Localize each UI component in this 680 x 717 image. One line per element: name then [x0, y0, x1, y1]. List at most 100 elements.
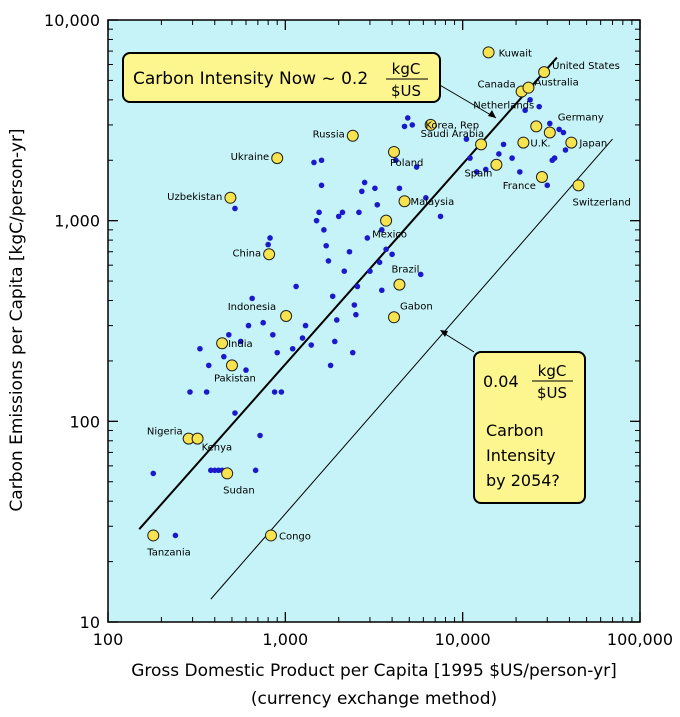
country-dot: [323, 242, 329, 249]
country-dot: [417, 271, 424, 278]
annotation-2054-line-2: Intensity: [486, 446, 556, 465]
country-dot: [249, 295, 255, 302]
country-dot: [527, 97, 533, 103]
country-dot: [329, 293, 336, 300]
country-dot: [289, 345, 296, 352]
country-dot: [351, 302, 358, 308]
country-label-tanzania: Tanzania: [146, 547, 191, 558]
y-tick-label: 10,000: [44, 11, 100, 30]
country-point-saudi-arabia: [424, 118, 437, 131]
y-axis-title: Carbon Emissions per Capita [kgC/person-…: [7, 128, 27, 511]
country-dot: [293, 283, 299, 290]
country-point-poland: [388, 145, 401, 158]
country-dot: [335, 213, 342, 220]
country-dot: [353, 311, 359, 318]
country-dot: [374, 201, 381, 208]
country-dot: [278, 389, 285, 395]
country-dot: [299, 335, 306, 341]
country-label-sudan: Sudan: [223, 485, 255, 496]
country-dot: [271, 389, 278, 395]
annotation-2054-frac-num: kgC: [538, 362, 567, 380]
country-point-ukraine: [271, 152, 284, 165]
country-dot: [274, 349, 281, 356]
country-point-sudan: [221, 467, 234, 480]
country-label-germany: Germany: [558, 113, 604, 124]
x-axis-title: Gross Domestic Product per Capita [1995 …: [131, 661, 617, 681]
country-label-australia: Australia: [534, 78, 578, 89]
country-dot: [221, 353, 227, 360]
country-point-united-states: [538, 66, 551, 79]
country-dot: [389, 251, 395, 258]
country-point-russia: [346, 129, 359, 142]
country-dot: [556, 126, 562, 133]
country-dot: [316, 209, 322, 216]
country-dot: [172, 532, 179, 539]
country-point-gabon: [388, 311, 401, 324]
country-point-malaysia: [398, 195, 411, 208]
country-point-spain: [490, 158, 503, 171]
country-dot: [150, 470, 157, 477]
country-label-canada: Canada: [478, 80, 516, 91]
country-point-australia: [522, 81, 535, 94]
country-dot: [413, 164, 420, 170]
y-tick-label: 1,000: [54, 212, 100, 231]
country-label-japan: Japan: [578, 139, 607, 150]
country-dot: [265, 241, 271, 248]
country-dot: [187, 389, 193, 395]
country-dot: [232, 205, 238, 212]
annotation-intensity-2054: 0.04 kgC $US Carbon Intensity by 2054?: [440, 330, 586, 504]
country-dot: [318, 182, 325, 189]
x-tick-label: 100,000: [607, 630, 673, 649]
x-tick-label: 100: [93, 630, 124, 649]
y-tick-label: 10: [80, 613, 100, 632]
country-dot: [252, 467, 259, 474]
country-dot: [267, 235, 273, 241]
country-label-u-k: U.K.: [530, 139, 550, 150]
country-dot: [401, 123, 408, 130]
country-dot: [517, 169, 523, 175]
country-dot: [423, 195, 429, 201]
annotation-now-frac-num: kgC: [392, 60, 421, 78]
country-dot: [551, 155, 558, 161]
country-dot: [354, 283, 361, 290]
country-label-indonesia: Indonesia: [228, 302, 276, 313]
country-label-brazil: Brazil: [391, 265, 419, 276]
annotation-now-arrow: [437, 83, 497, 119]
country-dot: [232, 410, 238, 416]
country-dot: [437, 213, 444, 220]
annotation-now-box: [122, 52, 441, 103]
country-dot: [473, 169, 480, 175]
country-label-uzbekistan: Uzbekistan: [167, 192, 222, 203]
plot-area: [107, 19, 641, 623]
country-point-japan: [565, 136, 578, 149]
country-label-congo: Congo: [279, 531, 311, 542]
country-dot: [203, 389, 210, 395]
country-point-india: [216, 337, 229, 350]
country-dot: [349, 349, 356, 356]
country-point-indonesia: [280, 309, 293, 322]
country-dot: [379, 287, 385, 294]
x-tick-label: 10,000: [435, 630, 491, 649]
country-point-netherlands: [530, 120, 543, 133]
country-dot: [361, 179, 368, 186]
country-dot: [302, 322, 309, 329]
country-dots: [150, 97, 569, 539]
country-dot: [308, 342, 315, 348]
country-dot: [333, 317, 340, 323]
intensity-2054-line: [210, 138, 613, 600]
country-point-kenya: [191, 432, 204, 445]
country-point-germany: [543, 126, 556, 139]
country-dot: [383, 246, 389, 253]
labeled-countries: Kuwait United States Canada Australia Russia…: [146, 46, 631, 558]
country-dot: [364, 235, 371, 241]
country-dot: [379, 227, 385, 233]
country-dot: [257, 432, 263, 439]
annotation-2054-box: [473, 351, 586, 504]
country-dot: [359, 188, 365, 195]
country-dot: [372, 185, 378, 192]
intensity-now-line: [138, 56, 558, 530]
country-dot: [536, 103, 542, 110]
country-dot: [356, 209, 362, 216]
